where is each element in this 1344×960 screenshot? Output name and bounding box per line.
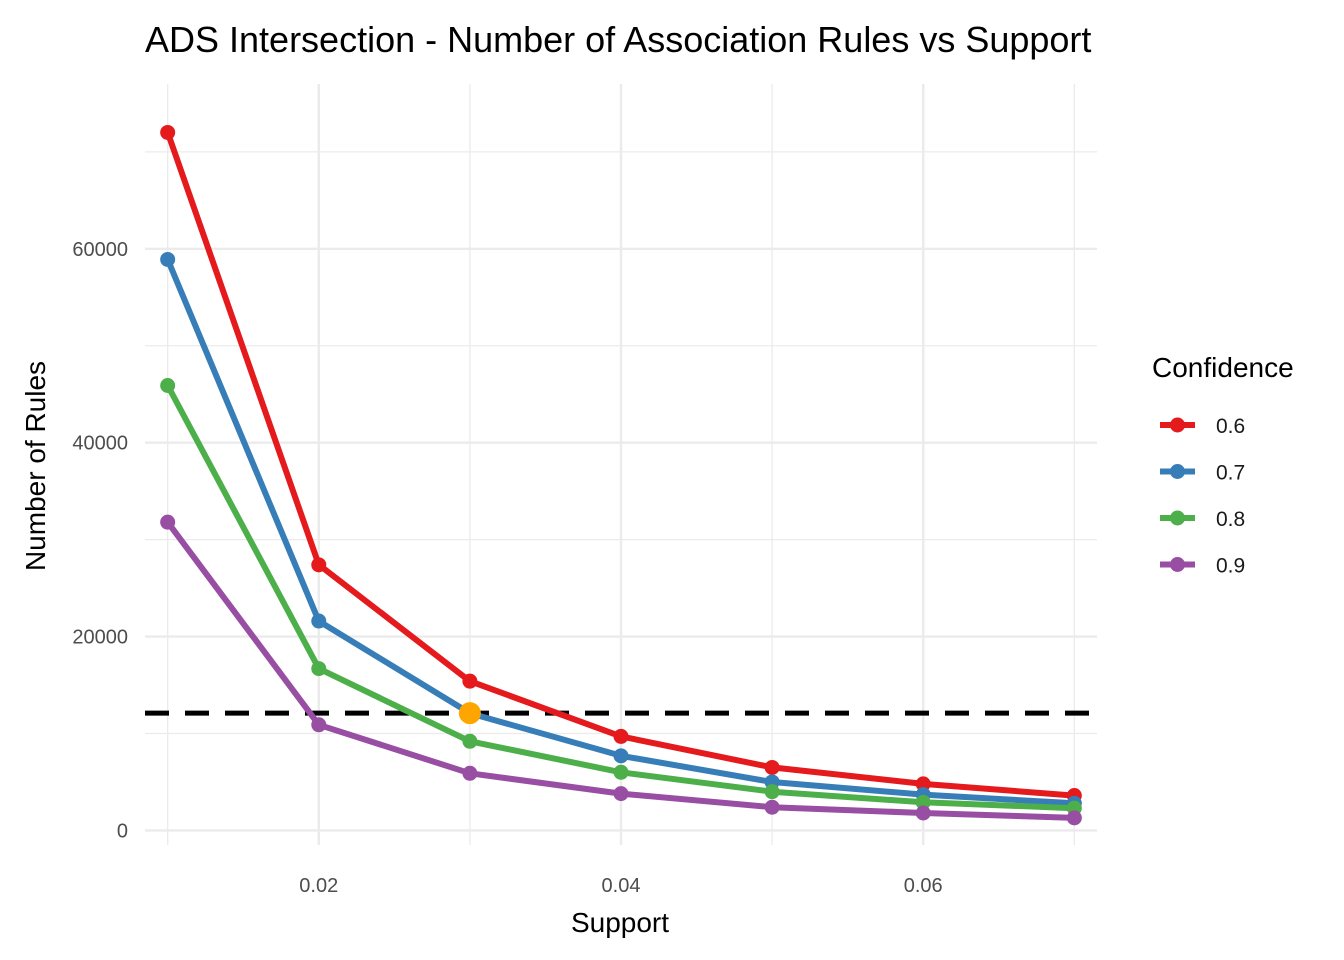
legend-key-point bbox=[1170, 417, 1185, 433]
legend-item: 0.9 bbox=[1160, 555, 1245, 578]
data-point bbox=[613, 786, 629, 802]
data-point bbox=[462, 673, 478, 689]
data-point bbox=[160, 124, 176, 140]
highlight-point bbox=[458, 702, 481, 725]
legend-label: 0.6 bbox=[1216, 415, 1245, 438]
data-point bbox=[1066, 810, 1082, 826]
data-point bbox=[311, 661, 327, 677]
legend-label: 0.7 bbox=[1216, 462, 1245, 485]
data-point bbox=[160, 251, 176, 267]
data-point bbox=[160, 514, 176, 530]
highlight-layer bbox=[458, 702, 481, 725]
legend-item: 0.6 bbox=[1160, 415, 1245, 438]
series-0.8 bbox=[160, 377, 1082, 816]
x-axis-ticks: 0.02 0.04 0.06 bbox=[299, 875, 942, 897]
series-layer bbox=[160, 124, 1082, 826]
data-point bbox=[311, 613, 327, 629]
y-tick-label: 40000 bbox=[72, 433, 128, 455]
legend-key-point bbox=[1170, 464, 1185, 479]
data-point bbox=[764, 784, 780, 800]
x-tick-label: 0.02 bbox=[299, 875, 338, 897]
data-point bbox=[613, 728, 629, 744]
chart-title: ADS Intersection - Number of Association… bbox=[145, 19, 1091, 60]
legend-item: 0.7 bbox=[1160, 462, 1245, 485]
y-tick-label: 20000 bbox=[72, 627, 128, 649]
data-point bbox=[613, 748, 629, 764]
y-tick-label: 0 bbox=[117, 820, 128, 842]
series-0.9 bbox=[160, 514, 1082, 826]
data-point bbox=[462, 733, 478, 749]
y-axis-ticks: 0 20000 40000 60000 bbox=[72, 239, 128, 843]
legend-label: 0.9 bbox=[1216, 555, 1245, 578]
data-point bbox=[311, 557, 327, 573]
data-point bbox=[915, 805, 931, 821]
data-point bbox=[311, 717, 327, 733]
data-point bbox=[915, 794, 931, 810]
data-point bbox=[764, 799, 780, 815]
series-0.6 bbox=[160, 124, 1082, 804]
x-axis-title: Support bbox=[571, 907, 669, 938]
x-tick-label: 0.06 bbox=[904, 875, 943, 897]
y-tick-label: 60000 bbox=[72, 239, 128, 261]
legend-item: 0.8 bbox=[1160, 508, 1245, 531]
x-tick-label: 0.04 bbox=[602, 875, 641, 897]
data-point bbox=[764, 759, 780, 775]
legend-key-point bbox=[1170, 557, 1185, 572]
data-point bbox=[613, 764, 629, 780]
data-point bbox=[160, 377, 176, 393]
legend: Confidence 0.6 0.7 0.8 0.9 bbox=[1152, 352, 1294, 578]
legend-key-point bbox=[1170, 510, 1185, 526]
legend-title: Confidence bbox=[1152, 352, 1294, 383]
data-point bbox=[915, 776, 931, 792]
legend-label: 0.8 bbox=[1216, 508, 1245, 531]
data-point bbox=[462, 765, 478, 781]
y-axis-title: Number of Rules bbox=[20, 361, 51, 571]
